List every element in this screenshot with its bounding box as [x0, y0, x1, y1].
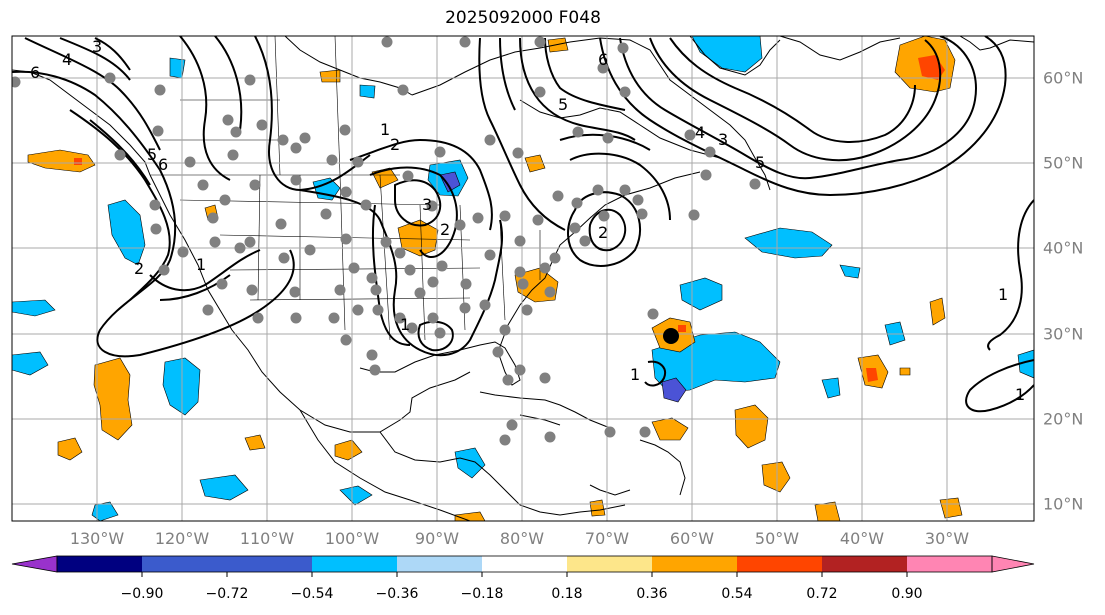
colorbar-tick-label: −0.90 [120, 586, 164, 602]
contour-label: 5 [755, 153, 765, 172]
lon-label: 100°W [324, 529, 380, 548]
lon-label: 130°W [69, 529, 125, 548]
colorbar-tick-label: 0.90 [891, 586, 923, 602]
contour-label: 6 [30, 63, 40, 82]
contour-label: 2 [440, 220, 450, 239]
contour-label: 4 [62, 50, 72, 69]
contour-label: 4 [695, 123, 705, 142]
storm-center-marker [663, 328, 679, 344]
lon-label: 40°W [839, 529, 885, 548]
station-dots [12, 36, 761, 446]
contour-label: 5 [147, 145, 157, 164]
contour-label: 2 [390, 135, 400, 154]
contour-label: 3 [422, 195, 432, 214]
contour-label: 2 [134, 259, 144, 278]
lon-label: 70°W [584, 529, 630, 548]
contour-label: 3 [718, 130, 728, 149]
contour-label: 1 [1015, 385, 1025, 404]
anomaly-shading [12, 36, 1034, 521]
lat-label: 30°N [1043, 324, 1084, 344]
contour-label: 1 [630, 365, 640, 384]
colorbar-tick-label: −0.18 [460, 586, 504, 602]
contour-label: 1 [400, 315, 410, 334]
colorbar-tick-label: −0.54 [290, 586, 334, 602]
lon-label: 30°W [924, 529, 970, 548]
lon-label: 90°W [414, 529, 460, 548]
contour-label: 6 [598, 50, 608, 69]
lat-label: 20°N [1043, 409, 1084, 429]
contour-label-group: 6 4 3 5 6 2 1 1 2 5 3 6 2 5 3 4 2 1 1 1 … [30, 37, 1025, 404]
colorbar-tick-label: 0.36 [636, 586, 668, 602]
lat-label: 40°N [1043, 238, 1084, 258]
map-title: 2025092000 F048 [445, 8, 601, 28]
lon-label: 110°W [239, 529, 295, 548]
colorbar [11, 555, 1035, 577]
contour-label: 1 [380, 120, 390, 139]
contour-label: 1 [998, 285, 1008, 304]
lon-label: 50°W [754, 529, 800, 548]
contour-label: 1 [196, 255, 206, 274]
lat-label: 60°N [1043, 68, 1084, 88]
colorbar-tick-label: −0.36 [375, 586, 419, 602]
lon-label: 80°W [499, 529, 545, 548]
contour-label: 2 [598, 223, 608, 242]
colorbar-tick-label: 0.72 [806, 586, 838, 602]
colorbar-tick-label: 0.54 [721, 586, 753, 602]
colorbar-tick-label: 0.18 [551, 586, 583, 602]
lat-label: 50°N [1043, 153, 1084, 173]
lon-label: 120°W [154, 529, 210, 548]
colorbar-tick-label: −0.72 [205, 586, 249, 602]
contour-label: 6 [158, 155, 168, 174]
lon-label: 60°W [669, 529, 715, 548]
contour-label: 3 [92, 37, 102, 56]
lat-label: 10°N [1043, 494, 1084, 514]
contour-label: 5 [558, 95, 568, 114]
